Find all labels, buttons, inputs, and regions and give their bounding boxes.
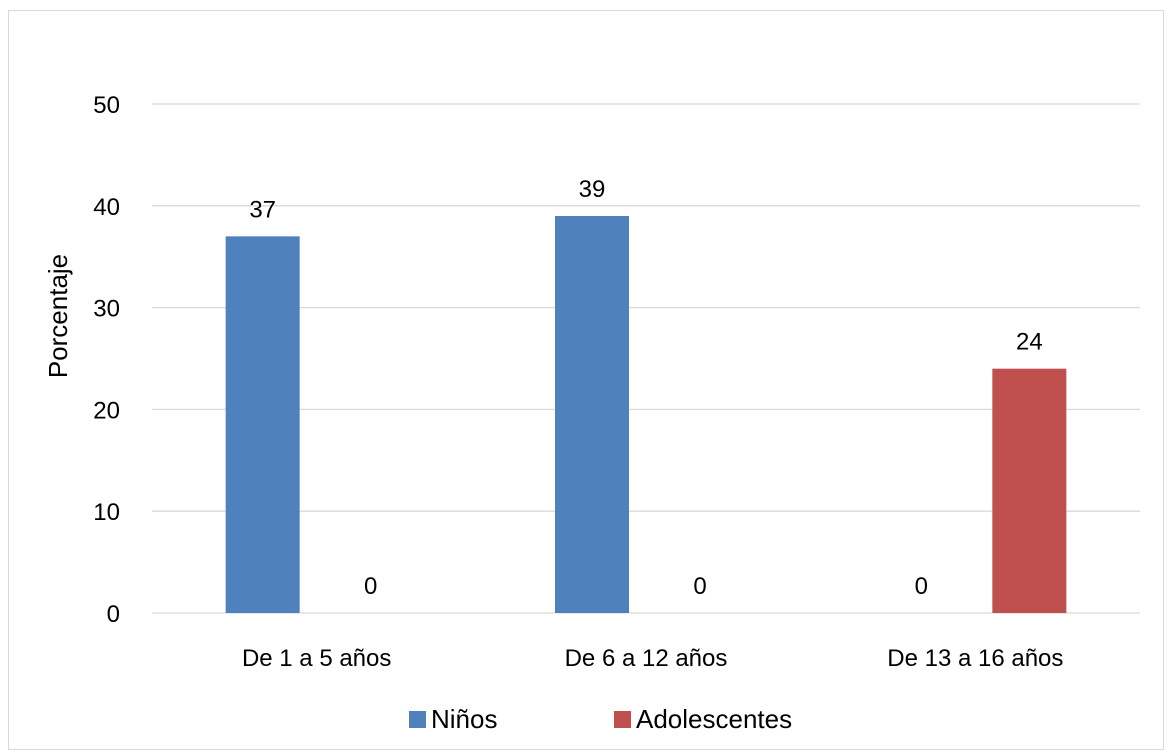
data-label: 39 bbox=[579, 176, 606, 203]
data-label: 0 bbox=[693, 573, 706, 600]
y-tick-label: 10 bbox=[93, 499, 120, 526]
y-tick-label: 0 bbox=[107, 601, 120, 628]
bar bbox=[225, 236, 300, 613]
bar-chart: 0 10 20 30 40 50 De 1 a 5 años De 6 a 12 años De… bbox=[43, 92, 1140, 734]
data-label: 0 bbox=[915, 573, 928, 600]
bars bbox=[225, 215, 1067, 614]
data-label: 37 bbox=[249, 196, 276, 223]
bar bbox=[555, 215, 629, 614]
y-axis-title: Porcentaje bbox=[43, 254, 73, 378]
y-tick-label: 30 bbox=[93, 296, 120, 323]
legend-label: Adolescentes bbox=[636, 704, 792, 734]
bar bbox=[992, 368, 1067, 613]
x-tick-label: De 13 a 16 años bbox=[887, 645, 1063, 672]
chart-frame: 0 10 20 30 40 50 De 1 a 5 años De 6 a 12 años De… bbox=[8, 10, 1164, 750]
data-label: 0 bbox=[364, 573, 377, 600]
x-tick-label: De 1 a 5 años bbox=[242, 645, 391, 672]
y-tick-label: 20 bbox=[93, 397, 120, 424]
gridlines bbox=[152, 103, 1140, 614]
y-tick-label: 50 bbox=[93, 92, 120, 119]
y-tick-label: 40 bbox=[93, 194, 120, 221]
legend-swatch bbox=[409, 711, 426, 728]
x-tick-label: De 6 a 12 años bbox=[565, 645, 728, 672]
legend-swatch bbox=[614, 711, 631, 728]
legend: Niños Adolescentes bbox=[409, 704, 792, 734]
axes: 0 10 20 30 40 50 De 1 a 5 años De 6 a 12 años De… bbox=[93, 92, 1063, 672]
data-label: 24 bbox=[1016, 329, 1043, 356]
legend-label: Niños bbox=[431, 704, 497, 734]
data-labels: 37 0 39 0 0 24 bbox=[249, 176, 1042, 600]
